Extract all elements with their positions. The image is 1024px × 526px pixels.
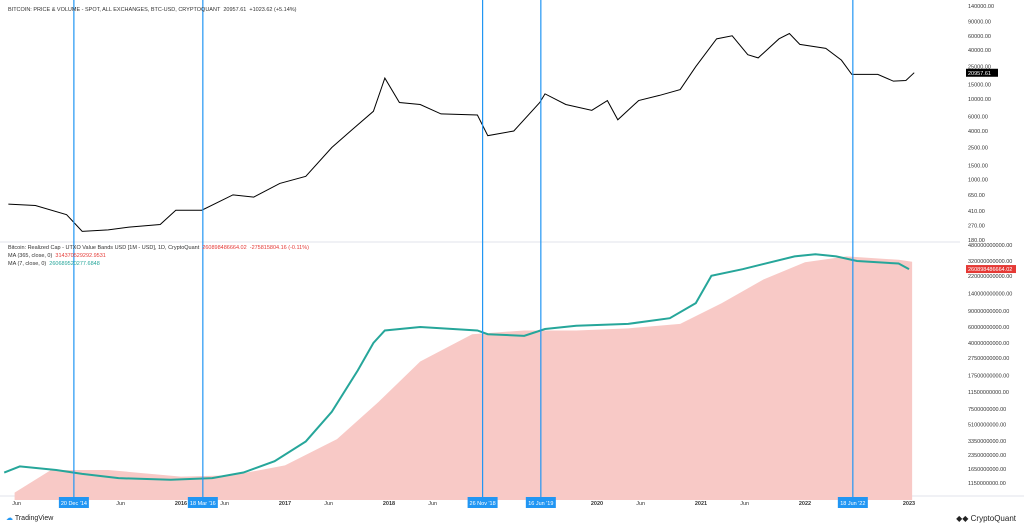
x-tick-label: Jun <box>636 501 645 507</box>
y-tick-label: 15000.00 <box>968 83 991 89</box>
tradingview-icon: ☁ <box>6 515 13 522</box>
ma7-line <box>3 253 910 481</box>
x-tick-label: Jun <box>116 501 125 507</box>
marker-label: 20 Dec '14 <box>61 501 87 507</box>
x-tick-label: Jun <box>220 501 229 507</box>
y-tick-label: 6000.00 <box>968 115 988 121</box>
marker-badge <box>467 497 498 508</box>
marker-label: 18 Mar '16 <box>190 501 216 507</box>
y-tick-label: 1000.00 <box>968 178 988 184</box>
y-tick-label: 25000.00 <box>968 65 991 71</box>
marker-badge <box>58 497 89 508</box>
price-legend-value: 20957.61 <box>223 7 247 13</box>
y-tick-label: 480000000000.00 <box>968 243 1012 249</box>
marker-badge <box>187 497 218 508</box>
marker-badge <box>837 497 868 508</box>
y-tick-label: 1150000000.00 <box>968 481 1006 487</box>
y-tick-label: 180.00 <box>968 238 985 244</box>
y-tick-label: 11500000000.00 <box>968 390 1009 396</box>
x-tick-label: 2020 <box>591 501 603 507</box>
tradingview-logo: ☁ TradingView <box>6 514 53 522</box>
x-tick-label: 2017 <box>279 501 291 507</box>
y-tick-label: 3350000000.00 <box>968 439 1006 445</box>
y-tick-label: 60000000000.00 <box>968 325 1009 331</box>
x-tick-label: Jun <box>428 501 437 507</box>
tradingview-text: TradingView <box>14 515 54 522</box>
marker-label: 16 Jun '19 <box>528 501 553 507</box>
marker-badge <box>525 497 556 508</box>
y-tick-label: 220000000000.00 <box>968 274 1012 280</box>
y-tick-label: 2350000000.00 <box>968 453 1006 459</box>
y-tick-label: 1650000000.00 <box>968 467 1006 473</box>
y-tick-label: 1500.00 <box>968 163 988 169</box>
realized-cap-title: Bitcoin: Realized Cap - UTXO Value Bands… <box>8 245 200 251</box>
y-tick-label: 5100000000.00 <box>968 422 1006 428</box>
x-tick-label: 2021 <box>695 501 707 507</box>
price-legend-title: BITCOIN: PRICE & VOLUME - SPOT, ALL EXCH… <box>8 7 221 13</box>
cryptoquant-icon: ◆◆ <box>956 514 969 523</box>
y-tick-label: 90000.00 <box>968 20 991 26</box>
cryptoquant-logo: ◆◆ CryptoQuant <box>956 514 1016 523</box>
y-tick-label: 27500000000.00 <box>968 356 1009 362</box>
price-legend: BITCOIN: PRICE & VOLUME - SPOT, ALL EXCH… <box>8 7 296 13</box>
y-tick-label: 2500.00 <box>968 146 988 152</box>
realized-cap-change: -275815804.16 (-0.11%) <box>249 245 309 251</box>
y-tick-label: 7500000000.00 <box>968 407 1006 413</box>
x-tick-label: 2022 <box>799 501 811 507</box>
y-tick-label: 320000000000.00 <box>968 259 1012 265</box>
y-tick-label: 90000000000.00 <box>968 309 1009 315</box>
y-tick-label: 17500000000.00 <box>968 374 1009 380</box>
x-tick-label: Jun <box>324 501 333 507</box>
y-tick-label: 270.00 <box>968 224 985 230</box>
x-tick-label: Jun <box>12 501 21 507</box>
y-tick-label: 60000.00 <box>968 34 991 40</box>
y-tick-label: 40000.00 <box>968 48 991 54</box>
y-tick-label: 140000.00 <box>968 4 994 10</box>
ma7-value: 260689520277.6848 <box>49 261 100 267</box>
realized-cap-value: 260898486664.02 <box>202 245 247 251</box>
marker-label: 26 Nov '18 <box>470 501 496 507</box>
ma365-value: 314370529292.9531 <box>55 253 106 259</box>
x-tick-label: 2018 <box>383 501 395 507</box>
y-tick-label: 650.00 <box>968 193 985 199</box>
y-tick-label: 40000000000.00 <box>968 341 1009 347</box>
ma365-label: MA (365, close, 0) <box>8 253 53 259</box>
x-tick-label: Jun <box>740 501 749 507</box>
last-value-label: 20957.61 <box>968 71 991 77</box>
x-tick-label: 2016 <box>175 501 187 507</box>
price-legend-change: +1023.62 (+5.14%) <box>249 7 297 13</box>
y-tick-label: 4000.00 <box>968 129 988 135</box>
last-value-badge <box>966 68 998 77</box>
last-value-label: 260898486664.02 <box>968 267 1012 273</box>
y-tick-label: 140000000000.00 <box>968 292 1012 298</box>
marker-label: 18 Jun '22 <box>840 501 865 507</box>
last-value-badge <box>966 265 1016 274</box>
ma365-area <box>14 256 913 500</box>
x-tick-label: 2023 <box>903 501 915 507</box>
y-tick-label: 410.00 <box>968 209 985 215</box>
ma7-label: MA (7, close, 0) <box>8 261 47 267</box>
y-tick-label: 10000.00 <box>968 97 991 103</box>
cryptoquant-text: CryptoQuant <box>970 514 1016 523</box>
realized-cap-legend: Bitcoin: Realized Cap - UTXO Value Bands… <box>8 244 309 268</box>
price-line <box>8 32 915 232</box>
